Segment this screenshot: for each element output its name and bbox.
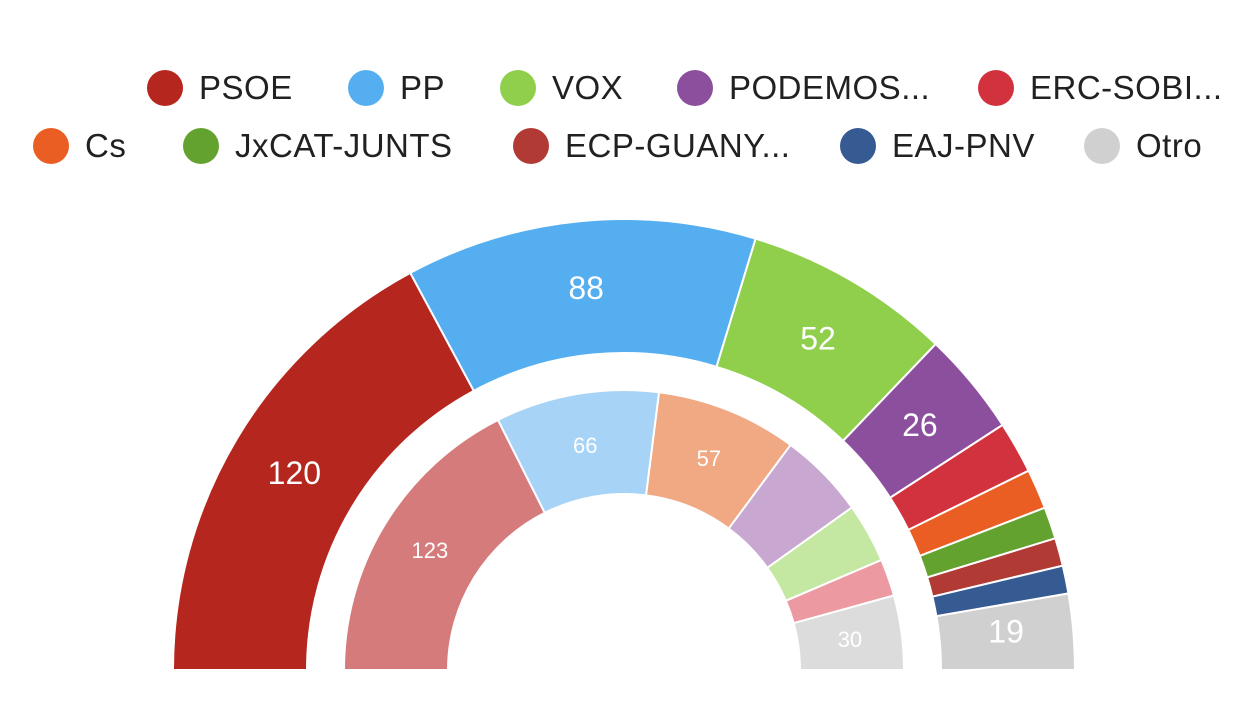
legend-item[interactable]: ECP-GUANY... [513, 126, 790, 166]
hemicycle-chart: 120 88 52 26 19 123 66 57 30 [171, 218, 1077, 671]
legend-item[interactable]: Otro [1084, 126, 1202, 166]
legend-label: Cs [85, 127, 127, 164]
inner-segment-value: 123 [412, 538, 449, 563]
legend-label: ECP-GUANY... [565, 127, 791, 164]
inner-segment[interactable] [342, 418, 547, 671]
legend-item[interactable]: ERC-SOBI... [978, 68, 1223, 108]
chart-legend: PSOE PP VOX PODEMOS... ERC-SOBI... Cs JxCAT-JU… [0, 0, 1248, 190]
legend-label: PSOE [199, 69, 293, 106]
inner-segment-value: 30 [838, 627, 862, 652]
legend-color-dot [978, 70, 1014, 106]
legend-label: ERC-SOBI... [1030, 69, 1223, 106]
legend-color-dot [183, 128, 219, 164]
outer-segment-value: 26 [902, 407, 938, 443]
outer-segment-value: 19 [988, 614, 1024, 650]
legend-label: EAJ-PNV [892, 127, 1035, 164]
outer-segment-value: 88 [568, 270, 604, 306]
legend-item[interactable]: PODEMOS... [677, 68, 930, 108]
legend-item[interactable]: PP [348, 68, 445, 108]
legend-label: PODEMOS... [729, 69, 931, 106]
outer-segment[interactable] [935, 592, 1077, 671]
legend-color-dot [840, 128, 876, 164]
legend-color-dot [677, 70, 713, 106]
inner-segment[interactable] [792, 594, 906, 671]
legend-color-dot [1084, 128, 1120, 164]
outer-segment-value: 120 [268, 455, 321, 491]
legend-item[interactable]: Cs [33, 126, 126, 166]
legend-label: JxCAT-JUNTS [235, 127, 453, 164]
legend-color-dot [33, 128, 69, 164]
legend-item[interactable]: JxCAT-JUNTS [183, 126, 453, 166]
legend-item[interactable]: VOX [500, 68, 623, 108]
legend-item[interactable]: PSOE [147, 68, 293, 108]
legend-item[interactable]: EAJ-PNV [840, 126, 1035, 166]
legend-color-dot [348, 70, 384, 106]
legend-color-dot [500, 70, 536, 106]
outer-segment-value: 52 [800, 321, 836, 357]
legend-label: Otro [1136, 127, 1203, 164]
inner-segment-value: 66 [573, 433, 597, 458]
legend-color-dot [147, 70, 183, 106]
inner-segment-value: 57 [697, 446, 721, 471]
legend-label: VOX [552, 69, 624, 106]
legend-color-dot [513, 128, 549, 164]
legend-label: PP [400, 69, 446, 106]
